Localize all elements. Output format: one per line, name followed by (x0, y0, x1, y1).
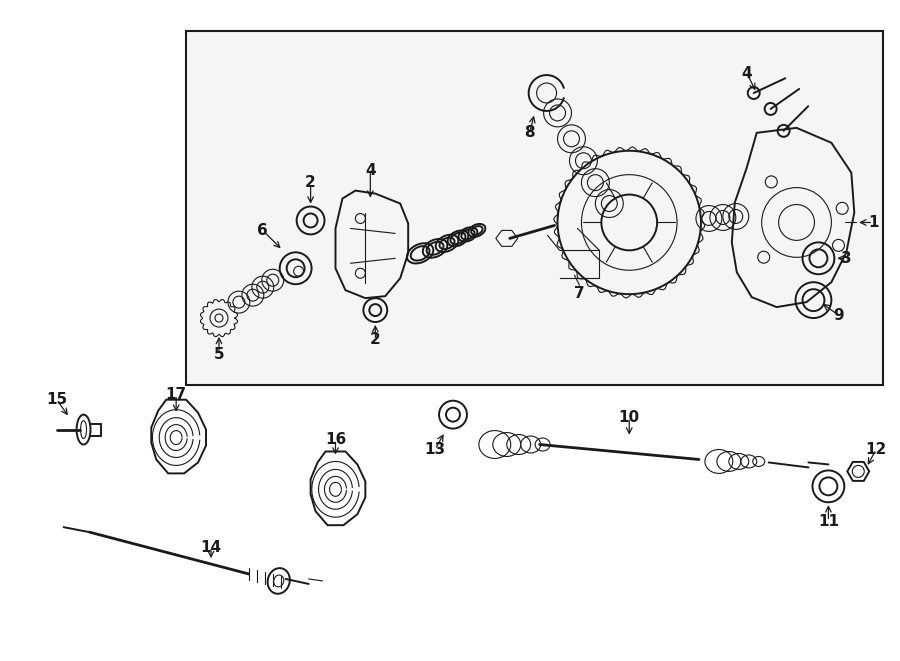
Text: 11: 11 (818, 514, 839, 529)
Bar (186, 31, 883, 385)
Text: 7: 7 (574, 286, 585, 301)
Text: 5: 5 (213, 348, 224, 362)
Text: 8: 8 (525, 126, 535, 140)
Text: 3: 3 (841, 251, 851, 266)
Text: 13: 13 (425, 442, 446, 457)
Text: 17: 17 (166, 387, 186, 403)
Bar (186, 31, 883, 385)
Text: 9: 9 (833, 307, 843, 323)
Text: 15: 15 (46, 392, 68, 407)
Text: 12: 12 (866, 442, 886, 457)
Text: 6: 6 (257, 223, 268, 238)
Text: 1: 1 (868, 215, 878, 230)
Text: 4: 4 (365, 163, 375, 178)
Text: 14: 14 (201, 539, 221, 555)
Text: 10: 10 (618, 410, 640, 425)
Text: 2: 2 (305, 175, 316, 190)
Text: 16: 16 (325, 432, 346, 447)
Text: 2: 2 (370, 332, 381, 348)
Text: 4: 4 (742, 65, 752, 81)
